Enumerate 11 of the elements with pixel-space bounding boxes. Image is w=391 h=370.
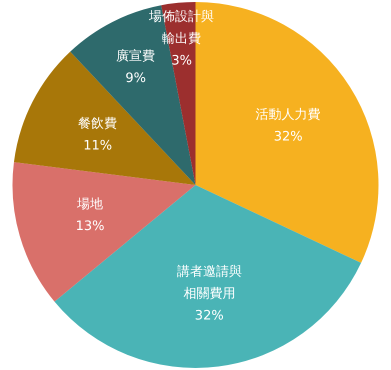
slice-label: 餐飲費 — [78, 116, 118, 132]
data-label: 32% — [274, 130, 303, 145]
data-label: 13% — [76, 219, 105, 234]
slice-label: 講者邀請與相關費用 — [176, 264, 242, 302]
slice-label: 廣宣費 — [116, 48, 156, 64]
slice-label: 場地 — [76, 197, 104, 212]
data-label: 32% — [194, 308, 224, 324]
data-label: 11% — [83, 138, 112, 154]
data-label: 9% — [125, 70, 146, 86]
slice-label: 活動人力費 — [256, 108, 321, 123]
data-label: 3% — [171, 54, 192, 69]
